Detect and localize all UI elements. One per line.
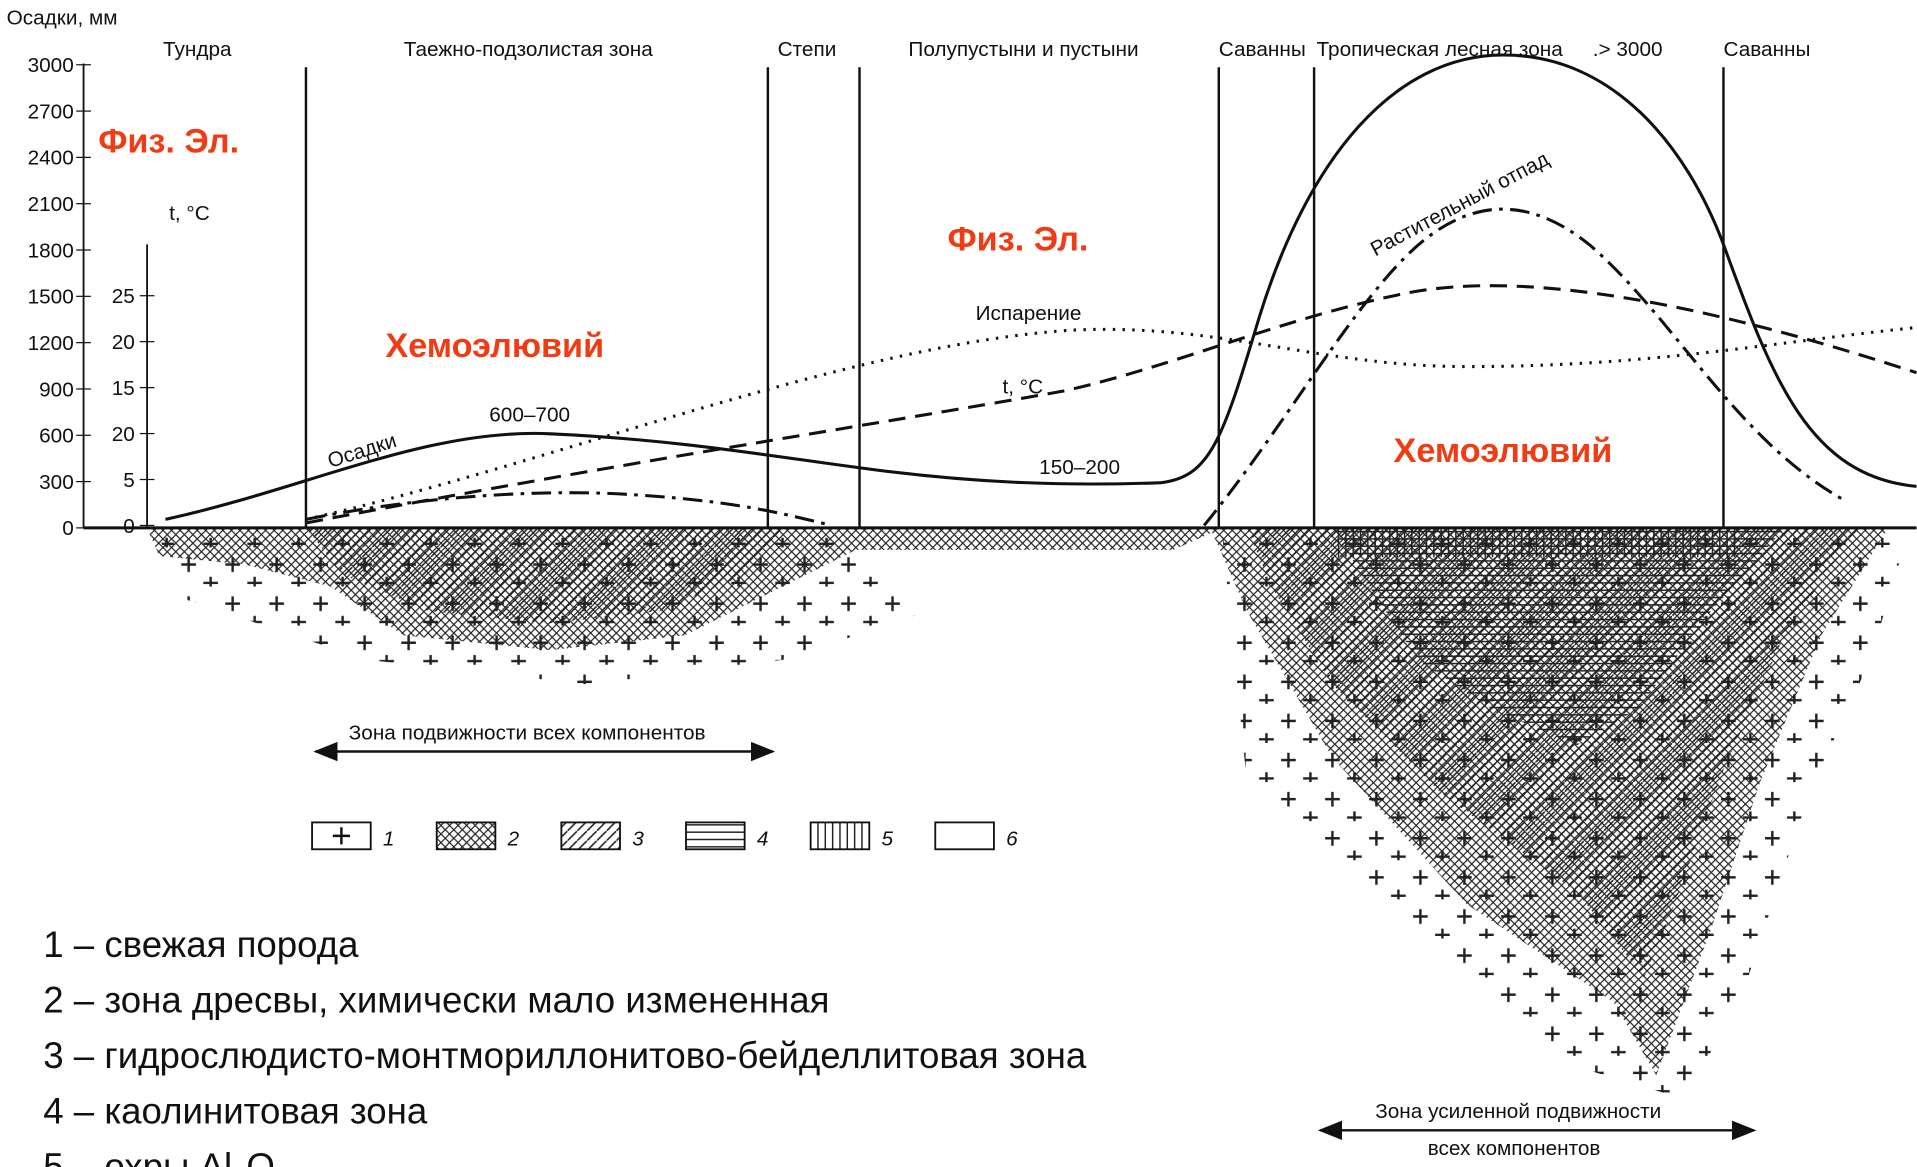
precip-tick-label: 2100 <box>28 193 74 216</box>
zone-label: Тропическая лесная зона <box>1317 38 1564 61</box>
precip-tick-label: 3000 <box>28 54 74 77</box>
zone-label: Полупустыни и пустыни <box>908 38 1138 61</box>
legend-key: 4 <box>757 828 769 851</box>
zone-label: Саванны <box>1219 38 1306 61</box>
precip-tick-label: 1200 <box>28 332 74 355</box>
precip-curve <box>165 55 1916 519</box>
legend-item: 4 – каолинитовая зона <box>43 1091 428 1132</box>
precip-tick-label: 900 <box>39 378 74 401</box>
legend-key: 5 <box>882 828 894 851</box>
precip-tick-label: 0 <box>62 517 74 540</box>
diagram: Осадки, мм t, °C 03006009001200150018002… <box>0 0 1917 1167</box>
legend-key: 3 <box>632 828 644 851</box>
temp-tick-label: 5 <box>123 469 135 492</box>
temp-tick-label: 20 <box>112 331 135 354</box>
legend-item: 5 – охры Al₂O₃ <box>43 1146 290 1167</box>
precip-tick-label: 300 <box>39 471 74 494</box>
arrow-label: Зона усиленной подвижности <box>1375 1100 1661 1123</box>
legend-swatch <box>686 822 745 849</box>
legend-item: 3 – гидрослюдисто-монтмориллонитово-бейд… <box>43 1035 1087 1076</box>
legend-item: 2 – зона дресвы, химически мало измененн… <box>43 979 829 1020</box>
temp-tick-label: 0 <box>123 515 135 538</box>
arrow-label: Зона подвижности всех компонентов <box>349 721 706 744</box>
zone-label: Саванны <box>1723 38 1810 61</box>
legend-swatch <box>561 822 620 849</box>
curve-label: Испарение <box>976 302 1082 325</box>
zone-label: Таежно-подзолистая зона <box>404 38 654 61</box>
overlay: Физ. Эл. <box>948 221 1089 259</box>
precip-tick-label: 1800 <box>28 239 74 262</box>
overlay: Хемоэлювий <box>385 327 604 365</box>
arrow-label: всех компонентов <box>1428 1137 1601 1160</box>
legend-swatch <box>811 822 870 849</box>
overlay: Физ. Эл. <box>98 123 239 161</box>
curve-label: 600–700 <box>489 404 570 427</box>
curve-label: 150–200 <box>1039 456 1120 479</box>
legend-key: 6 <box>1006 828 1018 851</box>
overlay: Хемоэлювий <box>1394 432 1613 470</box>
precip-tick-label: 1500 <box>28 286 74 309</box>
zone-label: .> 3000 <box>1593 38 1663 61</box>
axis-label: Осадки, мм <box>7 6 118 29</box>
legend-item: 1 – свежая порода <box>43 924 359 965</box>
precip-tick-label: 2400 <box>28 147 74 170</box>
legend-key: 2 <box>507 828 520 851</box>
curve-label: Осадки <box>325 429 400 473</box>
temp-tick-label: 25 <box>112 285 135 308</box>
zone-label: Степи <box>778 38 837 61</box>
curve-label: t, °C <box>1002 375 1043 398</box>
temp-tick-label: 20 <box>112 423 135 446</box>
temp-tick-label: 15 <box>112 377 135 400</box>
zone-label: Тундра <box>163 38 232 61</box>
legend-key: 1 <box>383 828 395 851</box>
legend-swatch <box>935 822 994 849</box>
axis-label: t, °C <box>169 202 210 225</box>
precip-tick-label: 2700 <box>28 100 74 123</box>
legend-swatch <box>437 822 496 849</box>
curve-label: Растительный отпад <box>1367 148 1553 262</box>
precip-tick-label: 600 <box>39 425 74 448</box>
